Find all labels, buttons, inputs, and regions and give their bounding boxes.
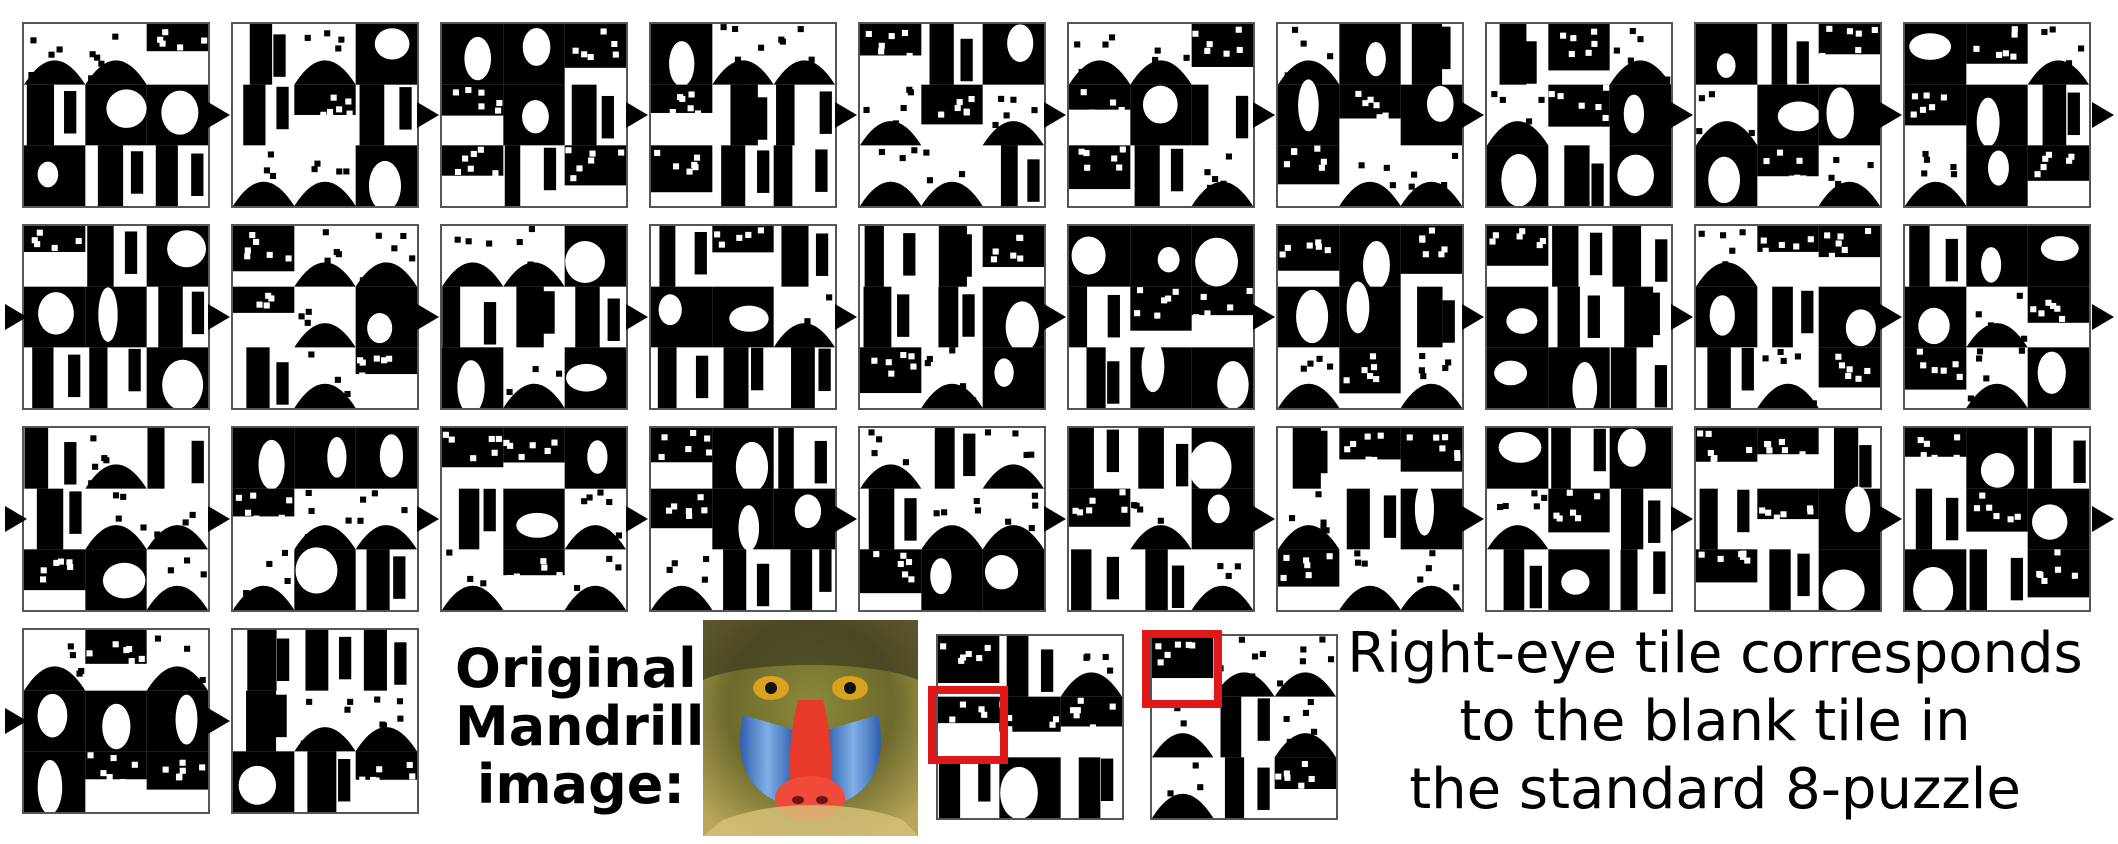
puzzle-state-tile (1067, 22, 1255, 208)
puzzle-state-tile (1694, 426, 1882, 612)
triangle-right-icon (1462, 102, 1484, 128)
original-image-label: Original Mandrill image: (455, 640, 704, 814)
puzzle-state-tile (1694, 22, 1882, 208)
puzzle-state-tile (231, 22, 419, 208)
triangle-right-icon (835, 506, 857, 532)
puzzle-state-tile (1276, 426, 1464, 612)
puzzle-state-tile (649, 224, 837, 410)
mandrill-image (703, 620, 918, 836)
puzzle-state-tile (1485, 224, 1673, 410)
triangle-right-icon (5, 708, 27, 734)
triangle-right-icon (1044, 304, 1066, 330)
puzzle-state-tile (649, 22, 837, 208)
triangle-right-icon (2092, 506, 2114, 532)
puzzle-state-tile (1067, 426, 1255, 612)
triangle-right-icon (208, 708, 230, 734)
blank-tile-highlight (928, 686, 1008, 764)
triangle-right-icon (1880, 304, 1902, 330)
triangle-right-icon (208, 506, 230, 532)
triangle-right-icon (2092, 304, 2114, 330)
triangle-right-icon (2092, 102, 2114, 128)
original-label-text: Original Mandrill image: (455, 637, 705, 816)
triangle-right-icon (208, 304, 230, 330)
right-eye-tile-highlight (1142, 630, 1222, 708)
triangle-right-icon (417, 304, 439, 330)
triangle-right-icon (1880, 102, 1902, 128)
triangle-right-icon (835, 102, 857, 128)
caption: Right-eye tile corresponds to the blank … (1320, 620, 2110, 824)
puzzle-state-tile (1903, 22, 2091, 208)
puzzle-state-tile (1067, 224, 1255, 410)
caption-line-3: the standard 8-puzzle (1409, 757, 2021, 822)
triangle-right-icon (208, 102, 230, 128)
caption-line-2: to the blank tile in (1459, 689, 1971, 754)
triangle-right-icon (1253, 102, 1275, 128)
puzzle-state-tile (231, 224, 419, 410)
puzzle-state-tile (1485, 426, 1673, 612)
triangle-right-icon (1671, 304, 1693, 330)
puzzle-state-tile (231, 628, 419, 814)
puzzle-state-tile (231, 426, 419, 612)
puzzle-state-tile (440, 224, 628, 410)
puzzle-state-tile (858, 22, 1046, 208)
goal-state-tile (1150, 634, 1338, 820)
triangle-right-icon (1044, 102, 1066, 128)
mandrill-face-illustration (703, 620, 918, 836)
puzzle-state-tile (1903, 224, 2091, 410)
puzzle-state-tile (1903, 426, 2091, 612)
puzzle-state-tile (1276, 224, 1464, 410)
puzzle-state-tile (1694, 224, 1882, 410)
triangle-right-icon (1671, 102, 1693, 128)
triangle-right-icon (1462, 304, 1484, 330)
triangle-right-icon (1462, 506, 1484, 532)
triangle-right-icon (1671, 506, 1693, 532)
triangle-right-icon (835, 304, 857, 330)
caption-line-1: Right-eye tile corresponds (1347, 621, 2083, 686)
puzzle-state-tile (649, 426, 837, 612)
triangle-right-icon (417, 102, 439, 128)
triangle-right-icon (5, 304, 27, 330)
triangle-right-icon (417, 506, 439, 532)
puzzle-state-tile (440, 22, 628, 208)
puzzle-state-tile (22, 628, 210, 814)
triangle-right-icon (1253, 304, 1275, 330)
triangle-right-icon (1044, 506, 1066, 532)
puzzle-state-tile (440, 426, 628, 612)
puzzle-state-tile (1276, 22, 1464, 208)
puzzle-state-tile (22, 22, 210, 208)
triangle-right-icon (1253, 506, 1275, 532)
puzzle-state-tile (858, 426, 1046, 612)
puzzle-state-tile (1485, 22, 1673, 208)
scrambled-state-tile (936, 634, 1124, 820)
puzzle-state-tile (22, 426, 210, 612)
triangle-right-icon (626, 304, 648, 330)
triangle-right-icon (5, 506, 27, 532)
puzzle-state-tile (858, 224, 1046, 410)
triangle-right-icon (626, 102, 648, 128)
triangle-right-icon (626, 506, 648, 532)
puzzle-state-tile (22, 224, 210, 410)
triangle-right-icon (1880, 506, 1902, 532)
